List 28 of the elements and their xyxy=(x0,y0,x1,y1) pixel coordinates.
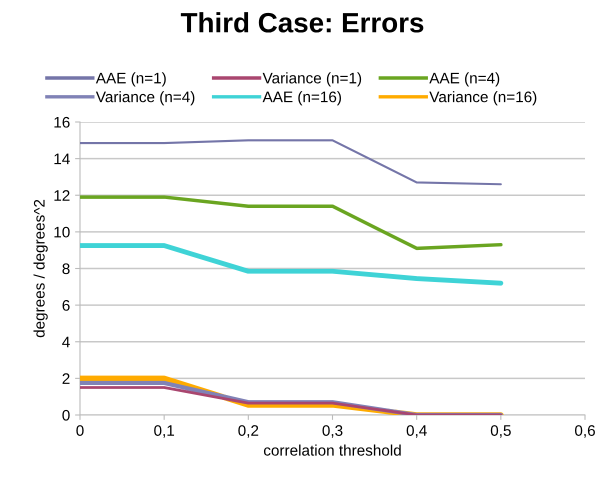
line-series xyxy=(80,243,504,286)
x-tick-label: 0,3 xyxy=(322,425,342,438)
x-tick-label: 0,6 xyxy=(574,425,595,438)
y-tick-label: 0 xyxy=(62,410,70,421)
legend-label: Variance (n=4) xyxy=(96,91,194,106)
y-tick-label: 12 xyxy=(54,190,70,201)
legend-label: AAE (n=16) xyxy=(262,91,341,106)
x-tick-label: 0,5 xyxy=(490,425,511,438)
x-tick-label: 0,1 xyxy=(154,425,174,438)
legend-label: AAE (n=4) xyxy=(429,72,500,86)
x-tick-label: 0,4 xyxy=(406,425,427,438)
y-tick-label: 4 xyxy=(62,336,70,348)
legend-label: Variance (n=1) xyxy=(262,72,362,86)
y-tick-label: 2 xyxy=(62,373,70,384)
chart-title: Third Case: Errors xyxy=(180,12,424,33)
legend-label: Variance (n=16) xyxy=(429,91,536,106)
legend-label: AAE (n=1) xyxy=(96,72,166,86)
y-tick-label: 8 xyxy=(62,263,70,274)
x-tick-label: 0 xyxy=(76,425,84,436)
line-series xyxy=(80,139,502,186)
x-axis-title: correlation threshold xyxy=(264,444,401,456)
x-tick-label: 0,2 xyxy=(238,425,258,438)
y-tick-label: 10 xyxy=(54,226,70,238)
y-tick-label: 14 xyxy=(54,154,70,164)
y-axis-title: degrees / degrees^2 xyxy=(33,200,48,338)
line-series xyxy=(80,195,503,250)
y-tick-label: 16 xyxy=(54,116,70,128)
y-tick-label: 6 xyxy=(62,300,70,311)
